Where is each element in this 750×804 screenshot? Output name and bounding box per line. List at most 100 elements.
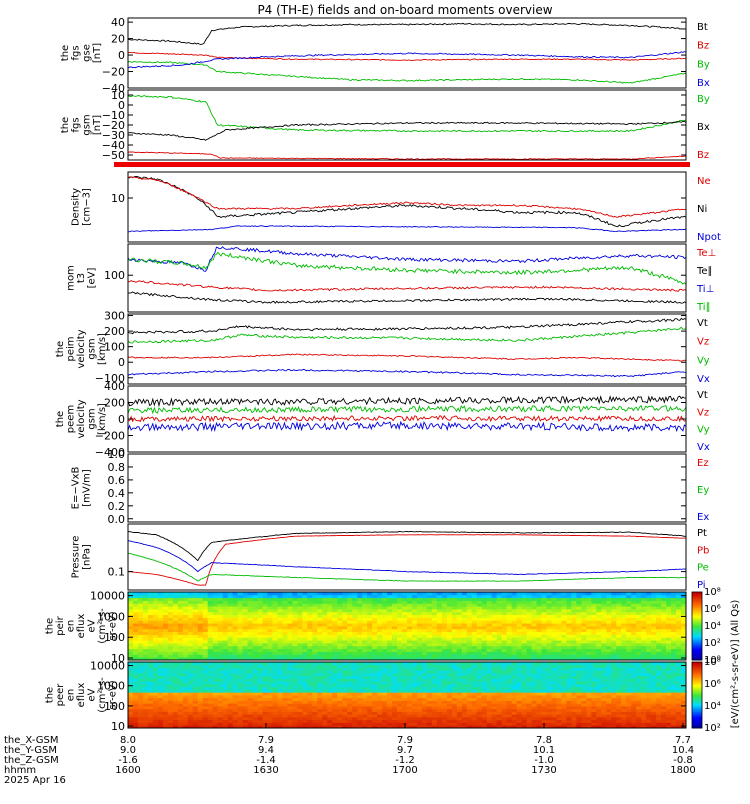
heatmap-cell	[217, 654, 224, 658]
heatmap-cell	[197, 667, 204, 671]
heatmap-cell	[222, 648, 229, 652]
heatmap-cell	[217, 692, 224, 696]
heatmap-cell	[267, 684, 273, 688]
heatmap-cell	[581, 597, 587, 601]
heatmap-cell	[367, 686, 373, 690]
heatmap-cell	[212, 719, 219, 723]
heatmap-cell	[596, 609, 602, 613]
heatmap-cell	[327, 708, 333, 712]
heatmap-cell	[397, 706, 403, 710]
heatmap-cell	[556, 722, 562, 726]
heatmap-cell	[297, 645, 303, 650]
heatmap-cell	[147, 637, 154, 641]
series-line-Vx	[128, 368, 686, 378]
heatmap-cell	[681, 640, 686, 644]
heatmap-cell	[516, 711, 522, 715]
heatmap-cell	[147, 614, 154, 618]
heatmap-cell	[536, 711, 542, 715]
heatmap-cell	[382, 606, 388, 610]
heatmap-cell	[511, 686, 517, 690]
heatmap-cell	[357, 700, 363, 704]
heatmap-cell	[128, 611, 134, 616]
heatmap-cell	[227, 708, 234, 712]
heatmap-cell	[197, 722, 204, 726]
heatmap-cell	[446, 675, 453, 679]
heatmap-cell	[611, 592, 617, 596]
heatmap-cell	[342, 664, 348, 668]
heatmap-cell	[402, 648, 408, 652]
heatmap-cell	[297, 714, 303, 718]
heatmap-cell	[446, 722, 453, 726]
heatmap-cell	[466, 628, 473, 633]
heatmap-cell	[606, 592, 612, 596]
heatmap-cell	[486, 634, 493, 638]
heatmap-cell	[217, 620, 224, 624]
heatmap-cell	[132, 654, 139, 658]
heatmap-cell	[247, 643, 253, 647]
heatmap-cell	[466, 722, 473, 726]
heatmap-cell	[182, 714, 189, 718]
heatmap-cell	[456, 711, 463, 715]
heatmap-cell	[481, 711, 488, 715]
heatmap-cell	[257, 662, 263, 666]
heatmap-cell	[192, 626, 199, 630]
heatmap-cell	[377, 695, 383, 699]
heatmap-cell	[362, 594, 368, 599]
heatmap-cell	[147, 684, 154, 688]
heatmap-cell	[287, 654, 293, 658]
heatmap-cell	[586, 623, 592, 627]
heatmap-cell	[526, 675, 532, 679]
heatmap-cell	[407, 600, 413, 604]
heatmap-cell	[407, 700, 413, 704]
heatmap-cell	[546, 664, 552, 668]
heatmap-cell	[142, 708, 149, 712]
heatmap-cell	[531, 645, 537, 650]
heatmap-cell	[441, 717, 448, 721]
heatmap-cell	[207, 706, 214, 710]
heatmap-cell	[526, 684, 532, 688]
heatmap-cell	[277, 654, 283, 658]
heatmap-cell	[661, 631, 667, 635]
heatmap-cell	[436, 617, 443, 621]
heatmap-cell	[561, 657, 567, 660]
heatmap-cell	[272, 662, 278, 666]
heatmap-cell	[621, 606, 627, 610]
heatmap-cell	[167, 684, 174, 688]
heatmap-cell	[277, 611, 283, 616]
heatmap-cell	[197, 670, 204, 674]
heatmap-cell	[232, 648, 239, 652]
heatmap-cell	[526, 654, 532, 658]
heatmap-cell	[292, 667, 298, 671]
heatmap-cell	[362, 645, 368, 650]
heatmap-cell	[521, 684, 527, 688]
heatmap-cell	[666, 620, 672, 624]
heatmap-cell	[496, 711, 503, 715]
heatmap-cell	[516, 640, 522, 644]
heatmap-cell	[377, 620, 383, 624]
heatmap-cell	[526, 594, 532, 599]
heatmap-cell	[307, 673, 313, 677]
heatmap-cell	[671, 606, 677, 610]
heatmap-cell	[317, 614, 323, 618]
heatmap-cell	[382, 684, 388, 688]
heatmap-cell	[466, 689, 473, 693]
heatmap-cell	[626, 592, 632, 596]
heatmap-cell	[337, 626, 343, 630]
heatmap-cell	[651, 640, 657, 644]
heatmap-cell	[561, 611, 567, 616]
heatmap-cell	[546, 611, 552, 616]
heatmap-cell	[287, 719, 293, 723]
heatmap-cell	[591, 609, 597, 613]
heatmap-cell	[332, 597, 338, 601]
heatmap-cell	[382, 714, 388, 718]
heatmap-cell	[367, 725, 373, 728]
heatmap-cell	[157, 678, 164, 682]
heatmap-cell	[282, 697, 288, 701]
heatmap-cell	[411, 719, 418, 723]
heatmap-cell	[247, 686, 253, 690]
heatmap-cell	[302, 662, 308, 666]
heatmap-cell	[466, 681, 473, 685]
heatmap-cell	[466, 717, 473, 721]
heatmap-cell	[267, 706, 273, 710]
